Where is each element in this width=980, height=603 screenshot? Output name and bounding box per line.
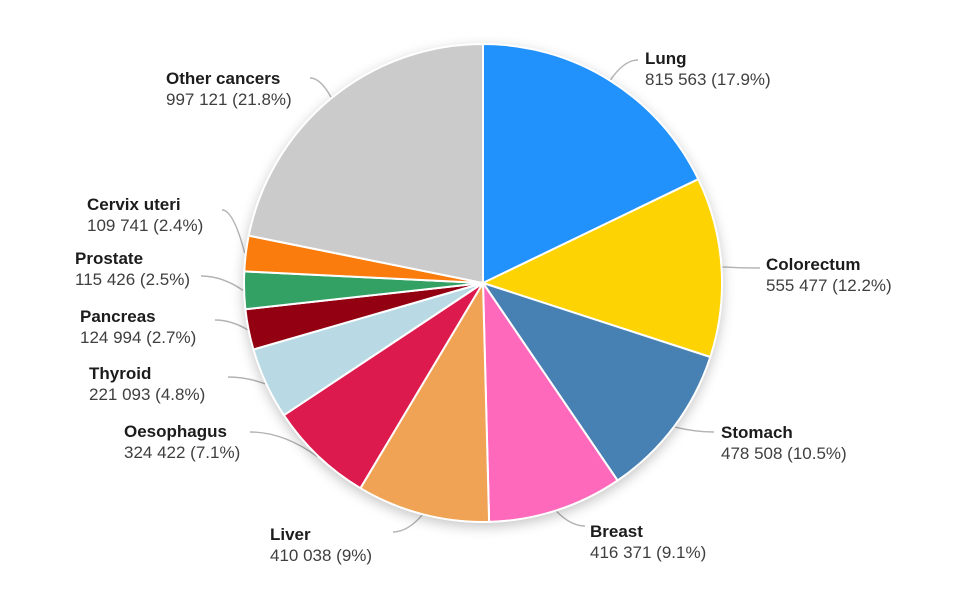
leader-line-colorectum: [722, 266, 761, 269]
slice-label-value: 124 994 (2.7%): [80, 328, 197, 347]
leader-line-liver: [392, 514, 423, 533]
leader-line-other-cancers: [309, 77, 332, 98]
slice-label-value: 997 121 (21.8%): [166, 90, 292, 109]
slice-label-name: Colorectum: [766, 255, 861, 274]
slice-label-thyroid: Thyroid 221 093 (4.8%): [89, 363, 205, 405]
pie-slice-lung: [482, 43, 700, 284]
slice-label-name: Liver: [270, 525, 311, 544]
slice-label-value: 410 038 (9%): [270, 546, 373, 565]
slice-label-colorectum: Colorectum 555 477 (12.2%): [766, 254, 892, 296]
leader-line-cervix-uteri: [221, 209, 246, 254]
slice-label-breast: Breast 416 371 (9.1%): [590, 521, 706, 563]
slice-label-name: Thyroid: [89, 364, 152, 383]
slice-label-value: 555 477 (12.2%): [766, 276, 892, 295]
pie-slice-breast: [482, 282, 619, 523]
slice-label-value: 221 093 (4.8%): [89, 385, 206, 404]
slice-label-name: Pancreas: [80, 307, 156, 326]
leader-line-oesophagus: [249, 431, 318, 458]
slice-label-name: Stomach: [721, 423, 793, 442]
slice-label-name: Lung: [645, 49, 687, 68]
slice-label-value: 109 741 (2.4%): [87, 216, 204, 235]
slice-label-name: Breast: [590, 522, 643, 541]
slice-label-pancreas: Pancreas 124 994 (2.7%): [80, 306, 196, 348]
slice-label-name: Other cancers: [166, 69, 281, 88]
slice-label-value: 416 371 (9.1%): [590, 543, 707, 562]
pie-slice-colorectum: [482, 178, 724, 358]
slice-label-lung: Lung 815 563 (17.9%): [645, 48, 771, 90]
slice-label-value: 324 422 (7.1%): [124, 443, 241, 462]
leader-line-thyroid: [227, 376, 266, 385]
slice-label-value: 478 508 (10.5%): [721, 444, 847, 463]
pie-slice-stomach: [482, 282, 712, 482]
slice-label-value: 815 563 (17.9%): [645, 70, 771, 89]
slice-label-liver: Liver 410 038 (9%): [270, 524, 372, 566]
slice-label-name: Cervix uteri: [87, 195, 181, 214]
leader-line-stomach: [674, 426, 715, 433]
slice-label-prostate: Prostate 115 426 (2.5%): [75, 248, 190, 290]
leader-line-lung: [610, 59, 639, 81]
leader-line-pancreas: [214, 319, 248, 331]
slice-label-name: Prostate: [75, 249, 144, 268]
leader-line-breast: [556, 510, 586, 527]
slice-label-cervix-uteri: Cervix uteri 109 741 (2.4%): [87, 194, 203, 236]
pie-slice-oesophagus: [282, 282, 484, 490]
pie-slice-other-cancers: [247, 43, 484, 284]
leader-lines: [200, 59, 761, 533]
slice-label-stomach: Stomach 478 508 (10.5%): [721, 422, 847, 464]
leader-line-prostate: [200, 275, 244, 291]
pie-slice-liver: [359, 282, 491, 523]
slice-label-other-cancers: Other cancers 997 121 (21.8%): [166, 68, 292, 110]
slice-label-name: Oesophagus: [124, 422, 227, 441]
slice-label-oesophagus: Oesophagus 324 422 (7.1%): [124, 421, 240, 463]
slice-label-value: 115 426 (2.5%): [75, 270, 190, 289]
pie-slices: [243, 43, 724, 523]
